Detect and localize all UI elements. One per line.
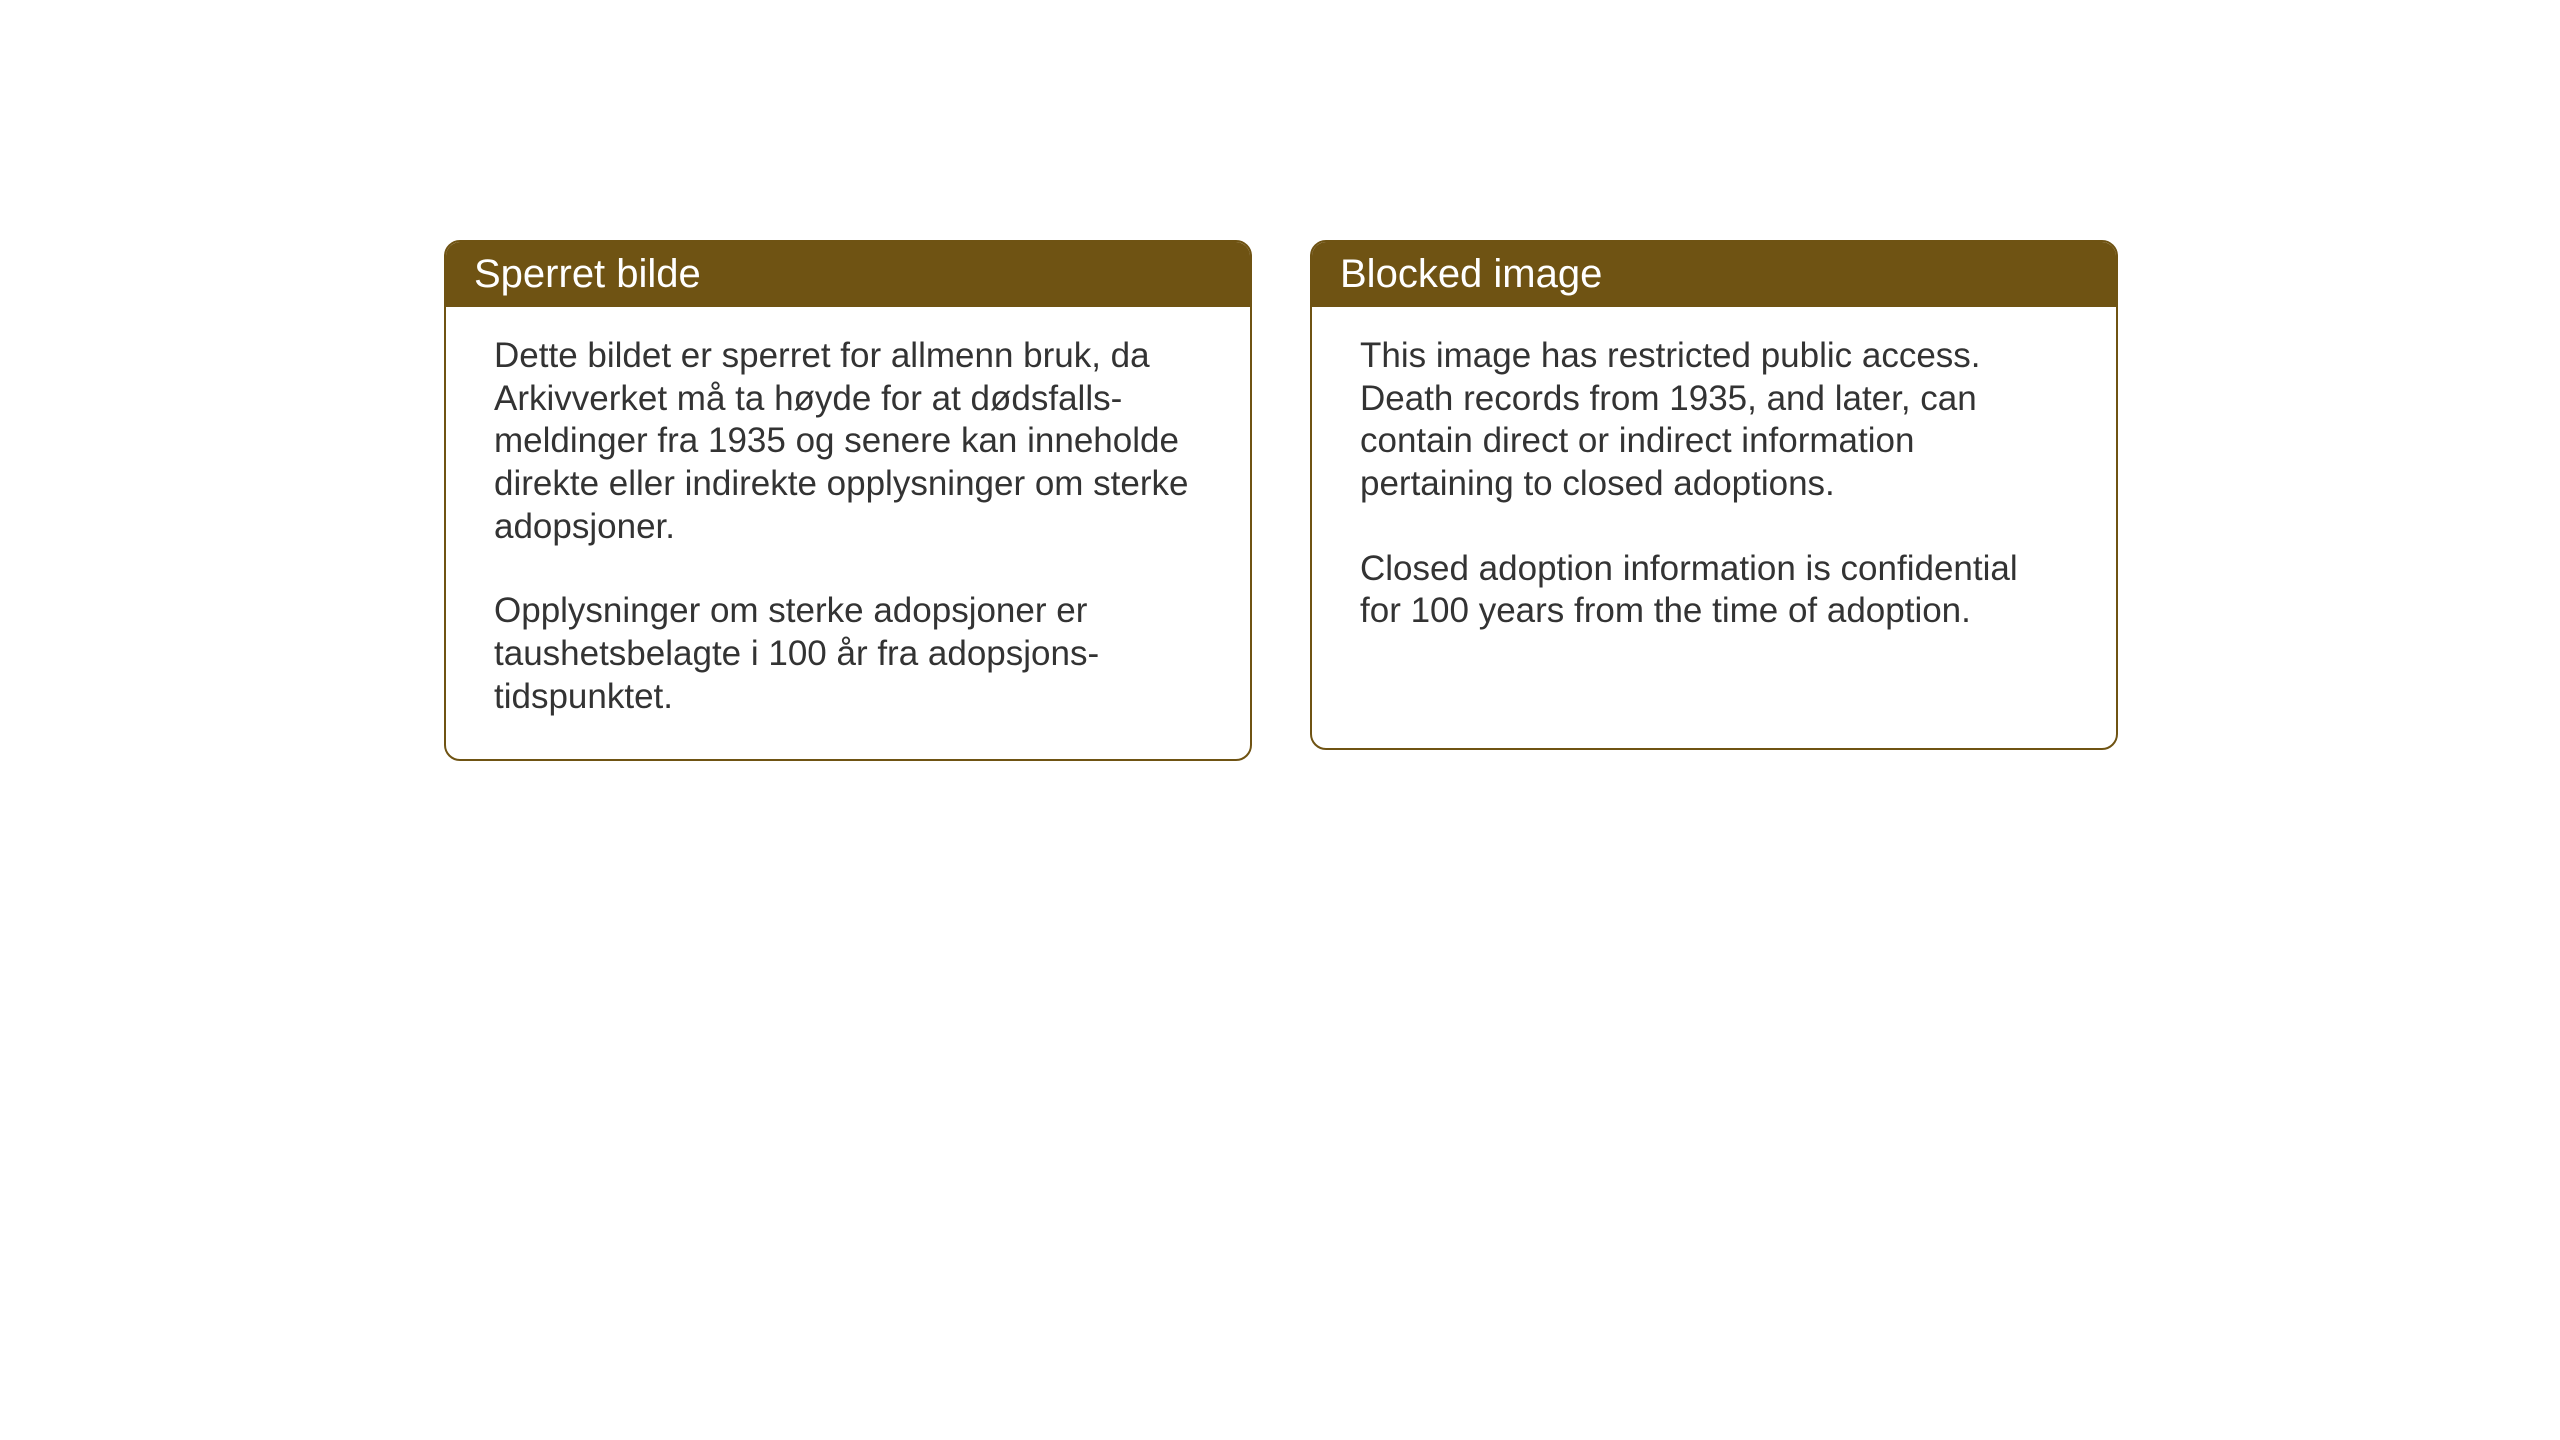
english-paragraph-2: Closed adoption information is confident… [1360, 548, 2068, 633]
norwegian-card-title: Sperret bilde [446, 242, 1250, 307]
english-paragraph-1: This image has restricted public access.… [1360, 335, 2068, 506]
english-card-title: Blocked image [1312, 242, 2116, 307]
english-card-body: This image has restricted public access.… [1312, 307, 2116, 673]
norwegian-notice-card: Sperret bilde Dette bildet er sperret fo… [444, 240, 1252, 761]
english-notice-card: Blocked image This image has restricted … [1310, 240, 2118, 750]
notice-container: Sperret bilde Dette bildet er sperret fo… [444, 240, 2118, 761]
norwegian-card-body: Dette bildet er sperret for allmenn bruk… [446, 307, 1250, 759]
norwegian-paragraph-1: Dette bildet er sperret for allmenn bruk… [494, 335, 1202, 548]
norwegian-paragraph-2: Opplysninger om sterke adopsjoner er tau… [494, 590, 1202, 718]
